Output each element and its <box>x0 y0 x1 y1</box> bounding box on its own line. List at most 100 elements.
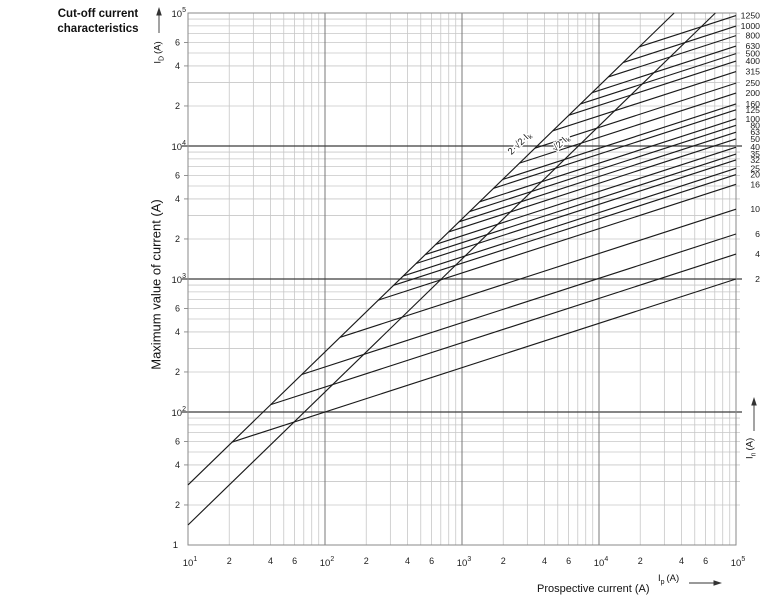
x-tick-label: 104 <box>594 556 609 569</box>
y-tick-label: 4 <box>175 194 180 204</box>
reference-line-label-asymmetrical-peak: 2·√2·Ik <box>506 129 535 158</box>
curves <box>187 12 737 526</box>
fuse-curve-6 <box>301 233 737 376</box>
y-tick-label: 2 <box>175 367 180 377</box>
fuse-curve-200 <box>519 92 737 164</box>
fuse-curve-25 <box>403 167 737 277</box>
x-tick-label: 4 <box>405 556 410 566</box>
y-tick-label: 6 <box>175 304 180 314</box>
y-tick-label: 2 <box>175 101 180 111</box>
rating-label-200: 200 <box>746 88 761 98</box>
reference-line-symmetrical-peak <box>187 12 716 526</box>
rating-label-100: 100 <box>746 114 761 124</box>
chart-title-line1: Cut-off current <box>57 8 139 20</box>
rating-label-2: 2 <box>755 274 760 284</box>
fuse-curve-630 <box>591 45 737 94</box>
y-tick-label: 2 <box>175 234 180 244</box>
rating-label-35: 35 <box>750 149 760 159</box>
y-tick-label: 6 <box>175 38 180 48</box>
fuse-curve-160 <box>502 103 737 181</box>
x-axis-title: Prospective current (A) <box>537 583 650 595</box>
rating-label-10: 10 <box>750 204 760 214</box>
rating-label-50: 50 <box>750 134 760 144</box>
fuse-curve-40 <box>435 146 737 245</box>
y-tick-label: 105 <box>172 7 187 20</box>
x-tick-label: 105 <box>731 556 746 569</box>
y-tick-label: 6 <box>175 437 180 447</box>
rating-label-1000: 1000 <box>741 21 760 31</box>
y-tick-label: 6 <box>175 171 180 181</box>
x-tick-label: 2 <box>364 556 369 566</box>
grid <box>182 12 742 546</box>
fuse-curve-315 <box>552 70 737 132</box>
fuse-curve-800 <box>608 35 737 78</box>
rating-label-1250: 1250 <box>741 11 760 21</box>
y-tick-label: 4 <box>175 327 180 337</box>
rating-label-125: 125 <box>746 105 761 115</box>
fuse-curve-20 <box>393 174 737 286</box>
rating-label-63: 63 <box>750 127 760 137</box>
y-tick-label: 4 <box>175 61 180 71</box>
rating-label-16: 16 <box>750 179 760 189</box>
rating-label-4: 4 <box>755 249 760 259</box>
x-tick-label: 2 <box>227 556 232 566</box>
ratings-axis-direction-arrow-icon <box>751 397 757 431</box>
rating-label-400: 400 <box>746 56 761 66</box>
fuse-curve-125 <box>493 109 737 189</box>
fuse-curve-32 <box>415 159 737 265</box>
y-tick-label: 102 <box>172 406 187 419</box>
fuse-curve-63 <box>458 131 737 223</box>
fuse-curve-1250 <box>639 14 737 48</box>
rating-label-250: 250 <box>746 78 761 88</box>
y-tick-label: 103 <box>172 273 187 286</box>
fuse-curve-50 <box>448 138 737 233</box>
fuse-curve-35 <box>425 153 737 256</box>
rating-label-40: 40 <box>750 142 760 152</box>
fuse-curve-500 <box>580 53 737 105</box>
rating-label-6: 6 <box>755 229 760 239</box>
x-tick-label: 101 <box>183 556 198 569</box>
rating-label-160: 160 <box>746 99 761 109</box>
fuse-curve-10 <box>339 208 737 338</box>
x-tick-label: 2 <box>638 556 643 566</box>
rating-label-315: 315 <box>746 67 761 77</box>
rating-label-500: 500 <box>746 49 761 59</box>
fuse-curve-250 <box>534 82 737 149</box>
fuse-curve-80 <box>469 124 737 213</box>
y-tick-label: 2 <box>175 500 180 510</box>
rating-label-80: 80 <box>750 120 760 130</box>
rating-label-32: 32 <box>750 155 760 165</box>
fuse-curve-1000 <box>622 25 737 64</box>
rating-label-20: 20 <box>750 170 760 180</box>
reference-line-asymmetrical-peak <box>187 12 675 486</box>
chart-title: Cut-off current characteristics <box>50 7 146 36</box>
labels: 1250100080063050040031525020016012510080… <box>172 7 761 569</box>
y-tick-label: 104 <box>172 140 187 153</box>
rating-label-800: 800 <box>746 31 761 41</box>
x-tick-label: 6 <box>429 556 434 566</box>
fuse-curve-16 <box>378 183 737 301</box>
x-tick-label: 103 <box>457 556 472 569</box>
chart-title-line2: characteristics <box>57 22 139 35</box>
x-tick-label: 102 <box>320 556 335 569</box>
rating-label-25: 25 <box>750 163 760 173</box>
y-tick-label: 1 <box>173 540 178 551</box>
x-tick-label: 6 <box>703 556 708 566</box>
fuse-curve-100 <box>479 118 737 203</box>
x-tick-label: 2 <box>501 556 506 566</box>
x-axis-symbol: Ip (A) <box>658 573 680 586</box>
x-tick-label: 4 <box>679 556 684 566</box>
x-tick-label: 6 <box>566 556 571 566</box>
x-axis-direction-arrow-icon <box>689 580 722 586</box>
fuse-curve-2 <box>232 278 737 443</box>
x-tick-label: 4 <box>542 556 547 566</box>
fuse-curve-4 <box>270 253 737 406</box>
y-tick-label: 4 <box>175 460 180 470</box>
fuse-curve-400 <box>568 60 737 116</box>
x-tick-label: 6 <box>292 556 297 566</box>
y-axis-direction-arrow-icon <box>156 7 162 33</box>
x-tick-label: 4 <box>268 556 273 566</box>
rating-label-630: 630 <box>746 41 761 51</box>
